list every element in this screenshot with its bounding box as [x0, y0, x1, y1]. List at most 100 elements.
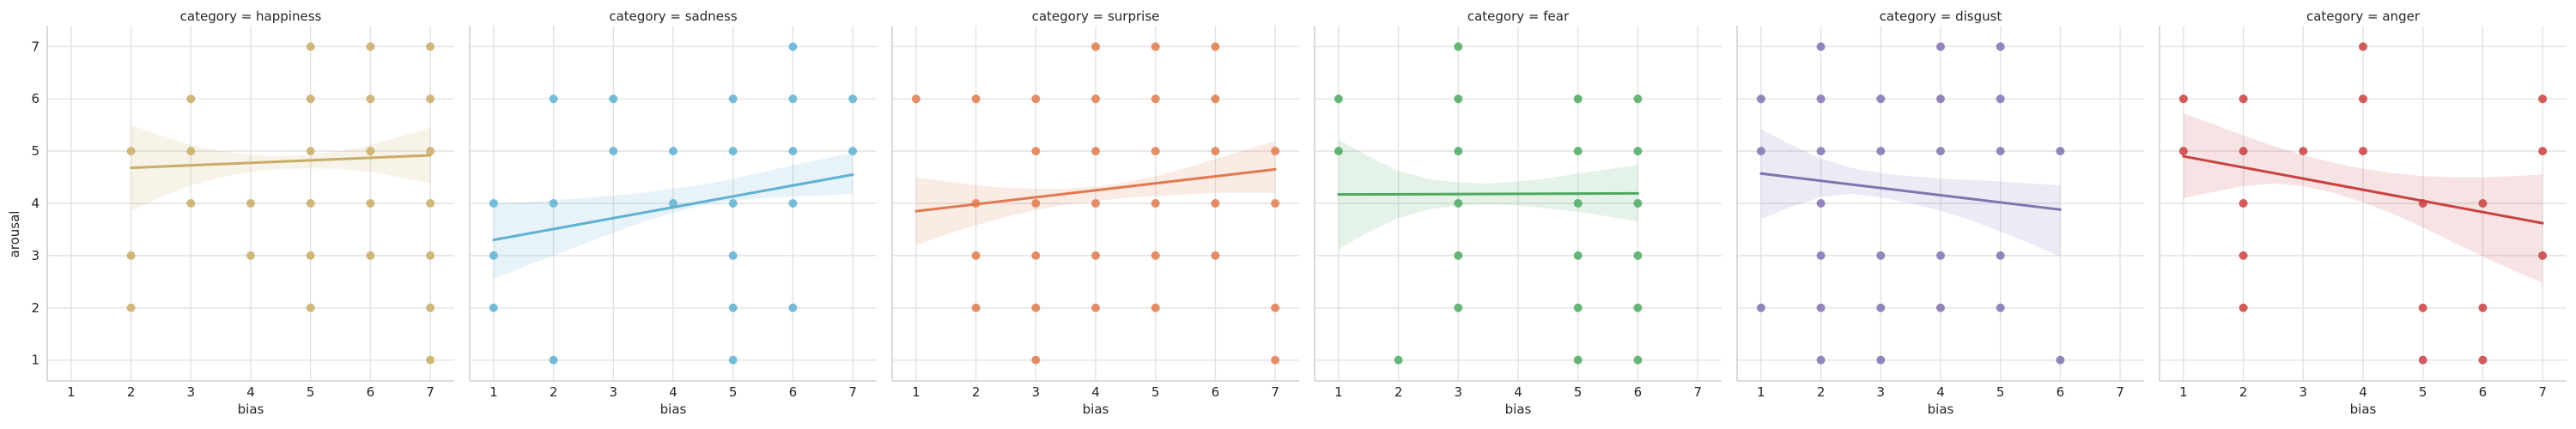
data-point — [1573, 251, 1583, 260]
confidence-band — [131, 124, 431, 212]
x-tick-label: 6 — [789, 384, 798, 400]
data-point — [549, 199, 558, 208]
x-tick-label: 3 — [610, 384, 618, 400]
data-point — [1876, 94, 1886, 104]
y-tick-label: 2 — [31, 300, 39, 316]
y-tick-label: 6 — [31, 91, 39, 106]
x-tick-label: 4 — [1936, 384, 1945, 400]
data-point — [1031, 199, 1041, 208]
data-point — [306, 303, 315, 312]
data-point — [609, 94, 618, 104]
data-point — [1633, 147, 1643, 156]
data-point — [1454, 42, 1463, 51]
x-tick-label: 6 — [1634, 384, 1643, 400]
data-point — [1936, 94, 1945, 104]
data-point — [1633, 355, 1643, 365]
data-point — [126, 147, 136, 156]
data-point — [971, 94, 981, 104]
x-tick-label: 1 — [67, 384, 76, 400]
y-axis-label: arousal — [7, 211, 22, 258]
y-tick-label: 1 — [31, 353, 39, 368]
data-point — [1454, 147, 1463, 156]
regression-line — [1759, 172, 2062, 211]
confidence-band — [493, 152, 854, 280]
data-point — [2359, 147, 2367, 156]
data-point — [848, 147, 858, 156]
data-point — [366, 199, 375, 208]
data-point — [2239, 94, 2248, 104]
data-point — [2478, 355, 2488, 365]
data-point — [911, 94, 920, 104]
data-point — [1756, 303, 1765, 312]
panel-title: category = surprise — [1032, 9, 1160, 24]
regression-line — [1337, 191, 1639, 196]
data-point — [1031, 94, 1041, 104]
data-point — [1271, 147, 1280, 156]
data-point — [1394, 355, 1403, 365]
x-tick-label: 3 — [2300, 384, 2308, 400]
data-point — [1996, 303, 2005, 312]
data-point — [1454, 199, 1463, 208]
data-point — [1031, 355, 1041, 365]
x-tick-label: 7 — [1271, 384, 1279, 400]
x-axis-label: bias — [1928, 402, 1954, 417]
x-tick-label: 5 — [729, 384, 738, 400]
data-point — [306, 199, 315, 208]
data-point — [2178, 94, 2188, 104]
panel-title: category = disgust — [1880, 9, 2002, 24]
x-tick-label: 5 — [1996, 384, 2005, 400]
x-axis-label: bias — [2350, 402, 2377, 417]
data-point — [2538, 147, 2548, 156]
data-point — [1816, 94, 1826, 104]
data-point — [788, 147, 798, 156]
x-tick-label: 1 — [912, 384, 920, 400]
x-axis-label: bias — [660, 402, 687, 417]
x-tick-label: 2 — [1394, 384, 1403, 400]
data-point — [1816, 303, 1826, 312]
data-point — [2478, 199, 2488, 208]
x-tick-label: 1 — [1334, 384, 1343, 400]
regression-line — [492, 173, 854, 242]
confidence-band — [915, 140, 1276, 245]
data-point — [426, 251, 435, 260]
data-point — [1334, 147, 1343, 156]
data-point — [1816, 199, 1826, 208]
panel-title: category = fear — [1467, 9, 1570, 24]
data-point — [246, 199, 255, 208]
data-point — [1211, 94, 1220, 104]
data-point — [728, 251, 738, 260]
data-point — [788, 42, 798, 51]
data-point — [848, 94, 858, 104]
data-point — [609, 147, 618, 156]
y-tick-label: 4 — [31, 196, 39, 211]
data-point — [2538, 251, 2548, 260]
data-point — [186, 147, 196, 156]
data-point — [1031, 303, 1041, 312]
data-point — [2239, 147, 2248, 156]
data-point — [306, 42, 315, 51]
data-point — [306, 251, 315, 260]
x-tick-label: 2 — [2239, 384, 2248, 400]
facet-panel: 1 2 3 4 5 6 7 category = anger bias — [2159, 9, 2567, 417]
data-point — [489, 199, 498, 208]
data-point — [728, 94, 738, 104]
confidence-band — [2183, 113, 2543, 283]
x-tick-label: 4 — [2359, 384, 2367, 400]
data-point — [1454, 251, 1463, 260]
x-tick-label: 7 — [426, 384, 434, 400]
data-point — [1334, 94, 1343, 104]
data-point — [1151, 251, 1160, 260]
data-point — [426, 199, 435, 208]
data-point — [1996, 147, 2005, 156]
data-point — [1151, 42, 1160, 51]
x-tick-label: 1 — [2179, 384, 2188, 400]
data-point — [2239, 251, 2248, 260]
x-tick-label: 5 — [1574, 384, 1583, 400]
facet-panel: 1 2 3 4 5 6 7 1 2 3 4 5 6 7 category = happiness bias — [31, 9, 454, 417]
data-point — [186, 199, 196, 208]
data-point — [1876, 251, 1886, 260]
data-point — [426, 42, 435, 51]
x-tick-label: 3 — [1877, 384, 1886, 400]
data-point — [728, 199, 738, 208]
data-point — [426, 303, 435, 312]
